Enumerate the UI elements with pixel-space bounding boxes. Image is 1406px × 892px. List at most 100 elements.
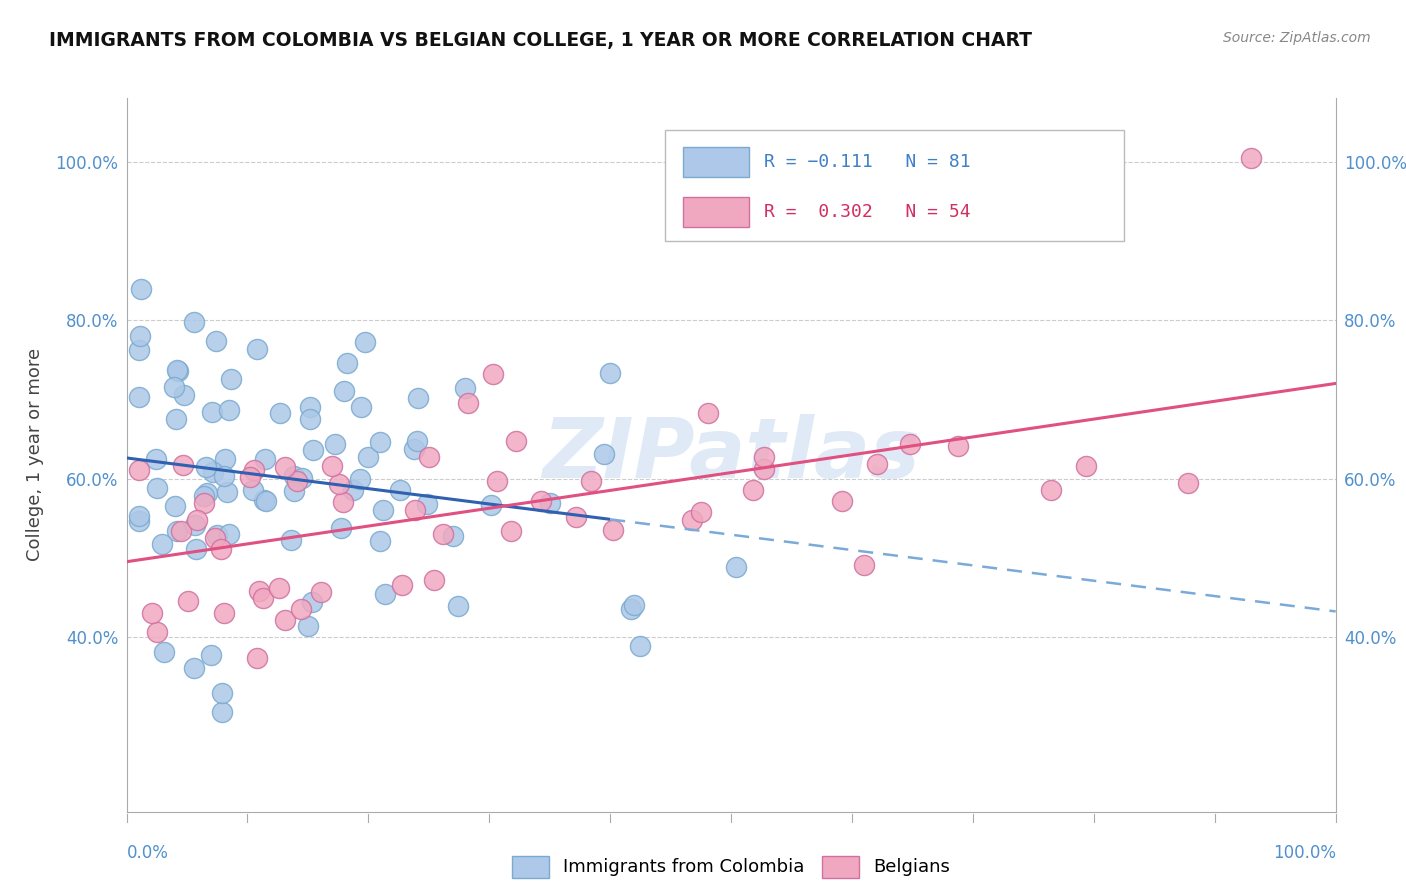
- Point: [128, 343, 150, 357]
- Point: [853, 558, 876, 572]
- Point: [441, 529, 464, 543]
- Text: IMMIGRANTS FROM COLOMBIA VS BELGIAN COLLEGE, 1 YEAR OR MORE CORRELATION CHART: IMMIGRANTS FROM COLOMBIA VS BELGIAN COLL…: [49, 31, 1032, 50]
- Bar: [683, 146, 749, 177]
- Point: [166, 363, 188, 377]
- Point: [301, 595, 323, 609]
- Point: [186, 513, 208, 527]
- Point: [280, 533, 302, 548]
- Point: [211, 686, 233, 700]
- Point: [246, 650, 269, 665]
- Point: [269, 406, 291, 420]
- Point: [297, 618, 319, 632]
- Point: [350, 400, 373, 414]
- Point: [212, 468, 235, 483]
- Point: [273, 460, 295, 475]
- Text: R =  0.302   N = 54: R = 0.302 N = 54: [763, 202, 970, 220]
- Point: [1240, 151, 1263, 165]
- Point: [946, 439, 969, 453]
- Point: [246, 342, 269, 356]
- Point: [565, 510, 588, 524]
- Point: [406, 392, 429, 406]
- Point: [146, 624, 169, 639]
- Point: [209, 542, 232, 557]
- Point: [177, 594, 200, 608]
- Point: [898, 437, 921, 451]
- Point: [592, 447, 614, 461]
- Point: [221, 371, 243, 385]
- Point: [368, 434, 391, 449]
- Point: [485, 474, 508, 488]
- Point: [128, 390, 150, 404]
- Point: [1074, 459, 1097, 474]
- Point: [218, 403, 240, 417]
- Point: [333, 384, 356, 398]
- Point: [432, 527, 454, 541]
- Point: [166, 524, 188, 539]
- Point: [201, 405, 224, 419]
- Point: [184, 518, 207, 533]
- Legend: Immigrants from Colombia, Belgians: Immigrants from Colombia, Belgians: [505, 848, 957, 885]
- Point: [141, 606, 163, 620]
- Point: [146, 481, 169, 495]
- Point: [354, 334, 377, 349]
- Point: [1177, 475, 1199, 490]
- Point: [128, 329, 150, 343]
- Point: [690, 505, 713, 519]
- Point: [214, 452, 236, 467]
- Point: [128, 514, 150, 528]
- Point: [599, 366, 621, 380]
- Point: [530, 494, 553, 508]
- Point: [145, 452, 167, 467]
- Point: [538, 496, 561, 510]
- Point: [215, 484, 238, 499]
- Point: [602, 523, 624, 537]
- Point: [623, 598, 645, 612]
- Point: [212, 606, 235, 620]
- Point: [866, 458, 889, 472]
- Point: [194, 459, 217, 474]
- Point: [254, 452, 277, 467]
- Point: [253, 493, 276, 508]
- Point: [285, 475, 308, 489]
- Point: [579, 474, 602, 488]
- Point: [388, 483, 411, 498]
- Point: [505, 434, 527, 449]
- Point: [628, 639, 651, 653]
- Point: [195, 486, 218, 500]
- Point: [128, 463, 150, 477]
- Point: [193, 489, 215, 503]
- Point: [202, 465, 225, 479]
- Point: [418, 450, 440, 464]
- Point: [479, 498, 502, 512]
- Point: [254, 494, 277, 508]
- Point: [321, 458, 343, 473]
- Bar: [683, 196, 749, 227]
- Point: [323, 437, 346, 451]
- Point: [242, 483, 264, 498]
- Point: [205, 528, 228, 542]
- Point: [243, 463, 266, 477]
- Point: [290, 471, 312, 485]
- FancyBboxPatch shape: [665, 130, 1125, 241]
- Point: [283, 484, 305, 499]
- Point: [328, 476, 350, 491]
- Point: [349, 472, 371, 486]
- Point: [129, 281, 152, 295]
- Point: [166, 363, 188, 377]
- Point: [218, 526, 240, 541]
- Point: [681, 513, 703, 527]
- Text: ZIPatlas: ZIPatlas: [543, 415, 920, 495]
- Point: [204, 531, 226, 545]
- Text: 100.0%: 100.0%: [1272, 844, 1336, 862]
- Point: [457, 396, 479, 410]
- Point: [416, 497, 439, 511]
- Point: [172, 458, 194, 472]
- Point: [302, 442, 325, 457]
- Point: [193, 496, 215, 510]
- Point: [373, 503, 395, 517]
- Point: [309, 584, 332, 599]
- Point: [165, 412, 187, 426]
- Point: [128, 508, 150, 523]
- Point: [283, 469, 305, 483]
- Point: [183, 661, 205, 675]
